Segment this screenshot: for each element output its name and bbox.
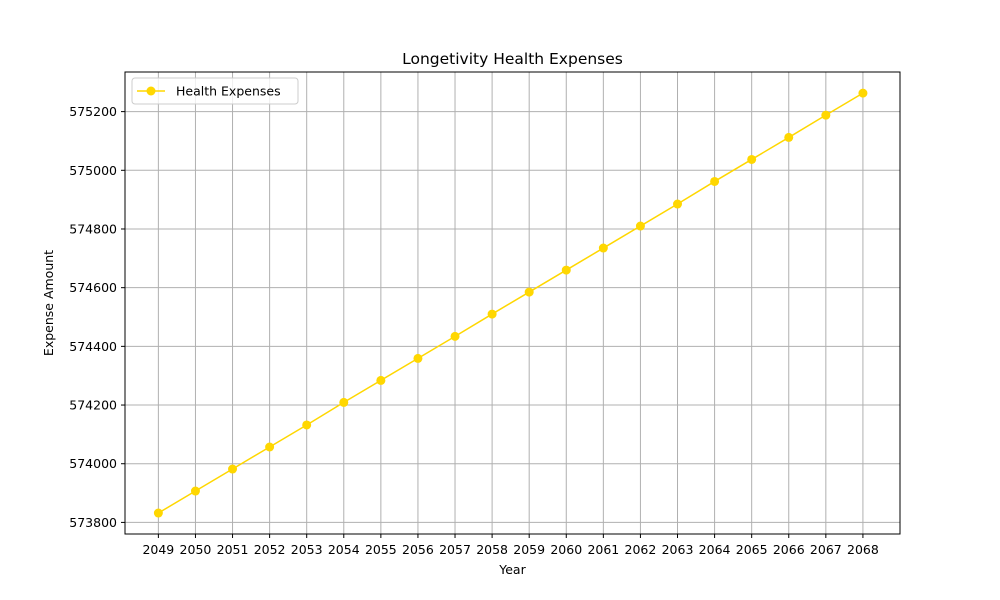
data-point xyxy=(190,486,200,496)
data-point xyxy=(710,176,720,186)
legend: Health Expenses xyxy=(131,77,299,105)
data-point xyxy=(747,154,757,164)
y-tick-label: 574400 xyxy=(69,339,117,354)
plot-frame xyxy=(124,71,901,535)
x-tick-label: 2054 xyxy=(328,542,360,557)
legend-marker-swatch xyxy=(146,86,156,96)
series-layer xyxy=(153,88,868,518)
grid xyxy=(125,72,900,534)
x-tick-label: 2056 xyxy=(402,542,434,557)
x-tick-label: 2064 xyxy=(699,542,731,557)
x-tick-label: 2058 xyxy=(476,542,508,557)
x-tick-label: 2068 xyxy=(847,542,879,557)
x-tick-label: 2062 xyxy=(625,542,657,557)
x-tick-label: 2067 xyxy=(810,542,842,557)
x-tick-label: 2052 xyxy=(254,542,286,557)
data-point xyxy=(561,265,571,275)
chart-title: Longetivity Health Expenses xyxy=(402,50,623,68)
data-point xyxy=(153,508,163,518)
legend-box xyxy=(131,77,299,105)
y-tick-label: 575000 xyxy=(69,163,117,178)
y-tick-label: 573800 xyxy=(69,515,117,530)
y-tick-label: 574200 xyxy=(69,398,117,413)
x-tick-label: 2060 xyxy=(550,542,582,557)
data-point xyxy=(821,110,831,120)
axis-ticks: 2049 2050 2051 2052 2053 2054 2055 2056 2057 2058… xyxy=(69,104,879,557)
data-point xyxy=(784,132,794,142)
legend-item-health-expenses: Health Expenses xyxy=(176,84,281,99)
x-tick-label: 2053 xyxy=(291,542,323,557)
x-tick-label: 2050 xyxy=(180,542,212,557)
data-point xyxy=(302,420,312,430)
data-point xyxy=(413,353,423,363)
x-tick-label: 2051 xyxy=(217,542,249,557)
x-tick-label: 2061 xyxy=(587,542,619,557)
data-point xyxy=(339,397,349,407)
data-point xyxy=(635,221,645,231)
data-point xyxy=(450,331,460,341)
data-point xyxy=(673,199,683,209)
x-tick-label: 2055 xyxy=(365,542,397,557)
data-point xyxy=(524,287,534,297)
series-line xyxy=(157,92,864,514)
y-tick-label: 575200 xyxy=(69,104,117,119)
x-tick-label: 2066 xyxy=(773,542,805,557)
y-tick-label: 574600 xyxy=(69,280,117,295)
data-point xyxy=(376,375,386,385)
x-tick-label: 2065 xyxy=(736,542,768,557)
x-tick-label: 2063 xyxy=(662,542,694,557)
y-axis-label: Expense Amount xyxy=(41,250,56,356)
data-point xyxy=(487,309,497,319)
y-tick-label: 574000 xyxy=(69,456,117,471)
x-tick-label: 2057 xyxy=(439,542,471,557)
data-point xyxy=(265,442,275,452)
data-point xyxy=(858,88,868,98)
x-tick-label: 2049 xyxy=(142,542,174,557)
x-axis-label: Year xyxy=(498,562,526,577)
x-tick-label: 2059 xyxy=(513,542,545,557)
data-point xyxy=(228,464,238,474)
data-point xyxy=(598,243,608,253)
y-tick-label: 574800 xyxy=(69,221,117,236)
